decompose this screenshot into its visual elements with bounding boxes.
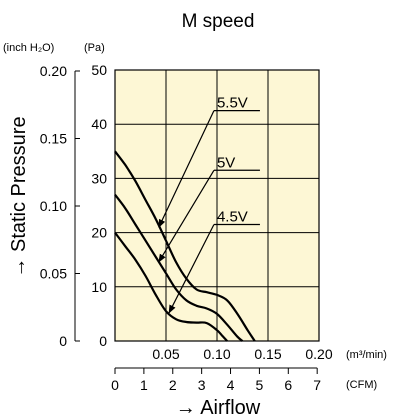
y-tick-label-inch: 0.10 (40, 198, 67, 214)
x-axis-label: → Airflow (176, 397, 261, 419)
x-tick-label-cfm: 1 (140, 377, 148, 393)
series-line-4-5V (114, 231, 228, 342)
series-label-4-5V: 4.5V (217, 208, 248, 225)
y-tick-label-pa: 0 (99, 333, 107, 349)
series-arrow-5V (158, 169, 215, 263)
plot-frame (114, 69, 320, 342)
series-line-5V (114, 194, 244, 342)
x-tick-label-cfm: 2 (169, 377, 177, 393)
x-tick-label-cfm: 6 (284, 377, 292, 393)
x-tick-label-m3min: 0.15 (254, 346, 281, 362)
y-unit-pa: (Pa) (84, 42, 105, 54)
chart-labels: M speed (inch H₂O) (Pa) (m³/min) (CFM) →… (3, 11, 387, 419)
x-unit-cfm: (CFM) (346, 379, 377, 391)
x-tick-label-m3min: 0.20 (305, 346, 332, 362)
chart-title: M speed (182, 11, 255, 32)
y-axis-label: → Static Pressure (8, 116, 30, 277)
series-arrow-5-5V (158, 110, 215, 228)
y-tick-label-pa: 20 (91, 225, 107, 241)
y-tick-label-inch: 0.15 (40, 130, 67, 146)
y-unit-inch: (inch H₂O) (3, 42, 54, 54)
series-arrow-4-5V (168, 224, 215, 314)
x-tick-label-cfm: 3 (198, 377, 206, 393)
x-unit-m3min: (m³/min) (346, 349, 387, 361)
x-tick-label-cfm: 4 (227, 377, 235, 393)
y-tick-label-inch: 0 (59, 333, 67, 349)
series-label-5-5V: 5.5V (217, 95, 248, 112)
y-tick-label-pa: 30 (91, 170, 107, 186)
x-tick-label-m3min: 0.05 (152, 346, 179, 362)
x-tick-label-m3min: 0.10 (203, 346, 230, 362)
y-tick-label-inch: 0.05 (40, 265, 67, 281)
series-label-5V: 5V (217, 154, 235, 171)
plot-area (74, 69, 320, 374)
x-tick-label-cfm: 7 (313, 377, 321, 393)
x-tick-label-cfm: 0 (111, 377, 119, 393)
x-tick-label-cfm: 5 (256, 377, 264, 393)
y-tick-label-pa: 40 (91, 116, 107, 132)
y-tick-label-pa: 50 (91, 62, 107, 78)
y-tick-label-pa: 10 (91, 279, 107, 295)
y-tick-label-inch: 0.20 (40, 63, 67, 79)
